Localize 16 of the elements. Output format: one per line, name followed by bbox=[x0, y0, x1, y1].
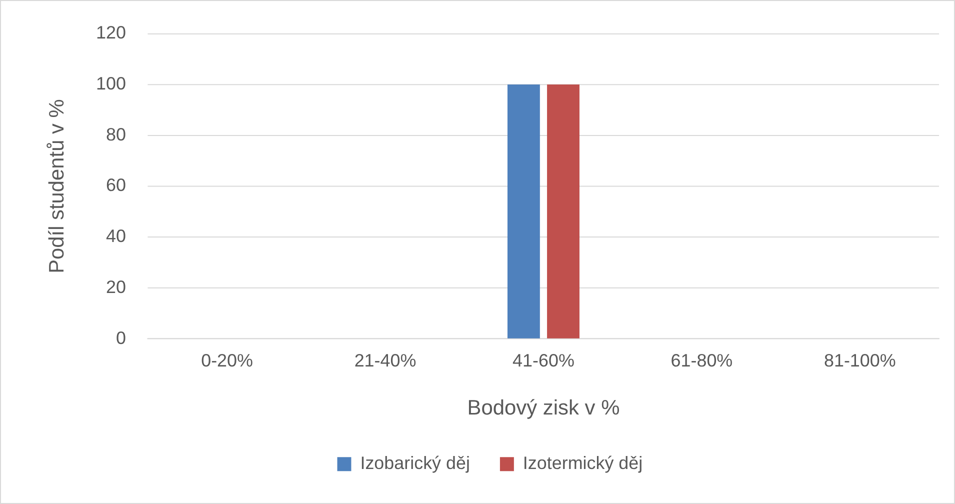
x-tick-label: 61-80% bbox=[670, 350, 733, 371]
legend-label: Izotermický děj bbox=[522, 453, 643, 474]
y-axis-title: Podíl studentů v % bbox=[45, 99, 68, 274]
y-tick-label: 80 bbox=[106, 124, 126, 144]
y-tick-label: 20 bbox=[106, 276, 126, 297]
x-tick-label: 41-60% bbox=[512, 350, 574, 371]
x-tick-label: 21-40% bbox=[354, 350, 416, 371]
x-tick-label: 0-20% bbox=[201, 350, 254, 371]
y-tick-label: 0 bbox=[116, 328, 126, 348]
legend-label: Izobarický děj bbox=[360, 453, 470, 474]
x-axis-title: Bodový zisk v % bbox=[467, 396, 620, 420]
x-tick-label: 81-100% bbox=[824, 350, 896, 371]
y-tick-label: 60 bbox=[106, 175, 126, 196]
y-tick-label: 40 bbox=[106, 226, 126, 246]
y-tick-label: 120 bbox=[96, 22, 126, 43]
y-tick-label: 100 bbox=[96, 74, 126, 94]
